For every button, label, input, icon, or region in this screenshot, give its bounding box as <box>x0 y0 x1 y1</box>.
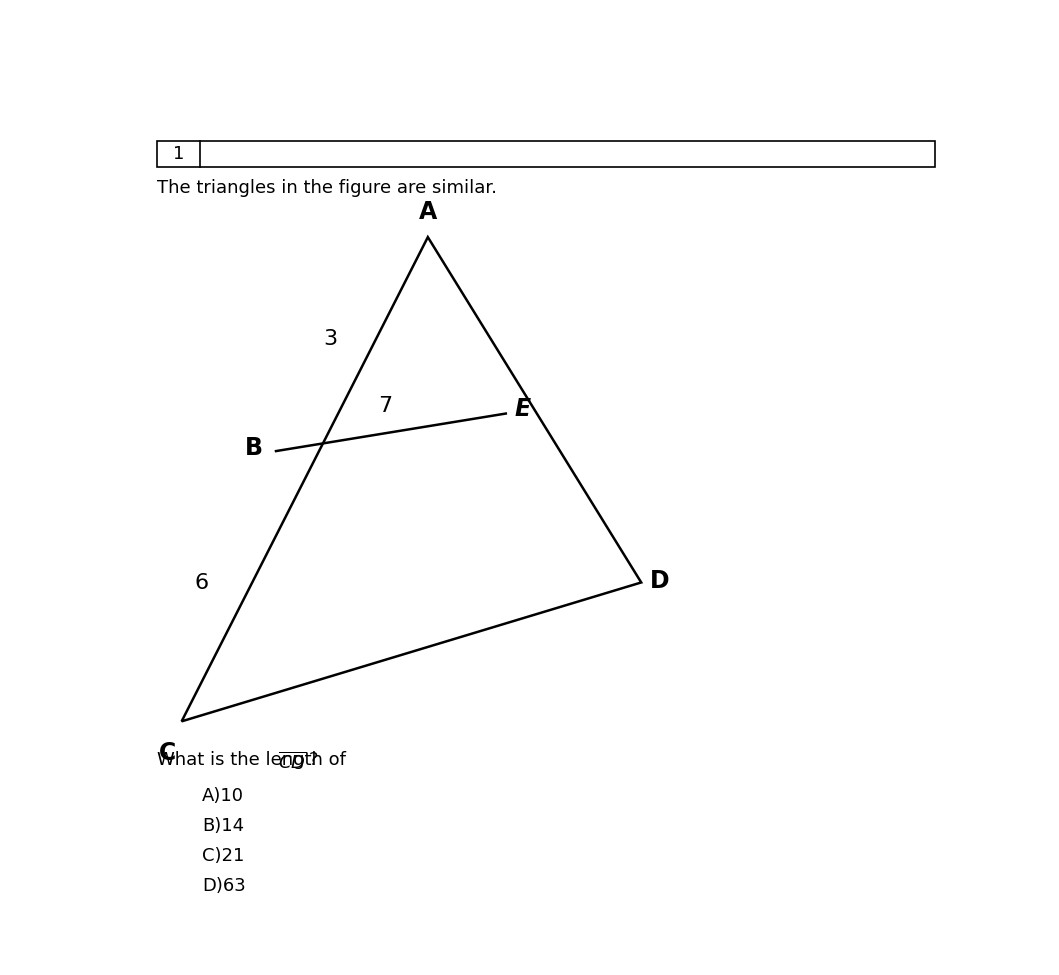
Text: A)10: A)10 <box>202 787 245 804</box>
Text: $\overline{CD}$: $\overline{CD}$ <box>279 752 307 772</box>
Text: 1: 1 <box>173 144 184 163</box>
Text: What is the length of: What is the length of <box>157 752 352 769</box>
Text: D: D <box>650 568 670 593</box>
Text: B: B <box>246 436 264 460</box>
Text: The triangles in the figure are similar.: The triangles in the figure are similar. <box>157 178 497 197</box>
Text: D)63: D)63 <box>202 877 246 895</box>
Text: A: A <box>418 200 437 224</box>
Text: E: E <box>515 397 531 420</box>
Text: B)14: B)14 <box>202 817 245 835</box>
Text: 6: 6 <box>195 573 209 593</box>
Text: 3: 3 <box>323 330 338 349</box>
Text: 7: 7 <box>378 396 393 415</box>
Text: C)21: C)21 <box>202 846 245 865</box>
Text: ?: ? <box>309 752 319 769</box>
Bar <box>157 141 935 167</box>
Text: C: C <box>159 741 176 765</box>
